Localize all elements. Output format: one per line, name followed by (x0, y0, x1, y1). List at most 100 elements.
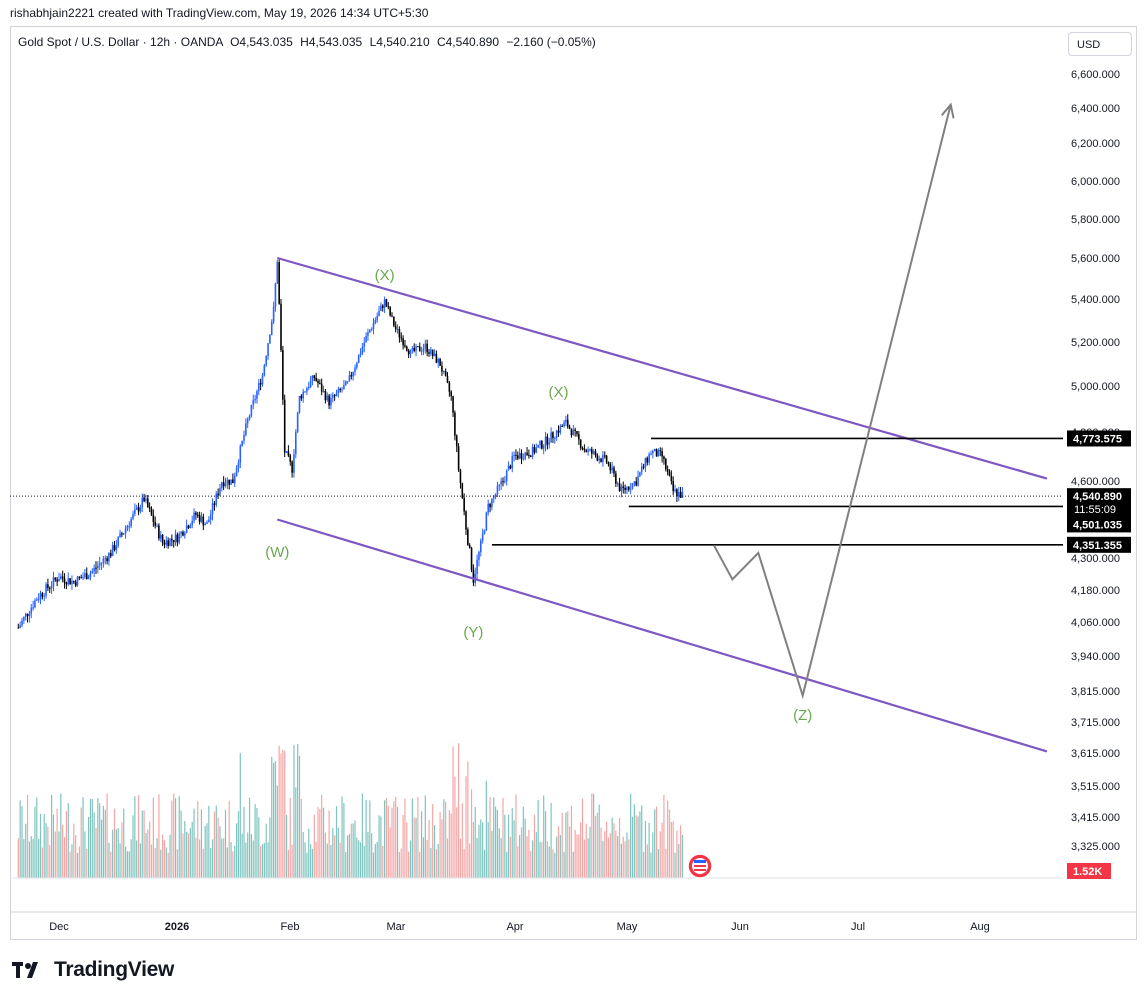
candle-body (339, 388, 341, 390)
low-value: L4,540.210 (369, 35, 430, 49)
volume-bar (643, 851, 645, 878)
candle-body (169, 538, 171, 546)
volume-bar (206, 823, 208, 878)
volume-bar (435, 849, 437, 878)
countdown-text: 11:55:09 (1074, 504, 1116, 516)
candle-body (60, 576, 62, 580)
volume-bar (509, 836, 511, 878)
volume-bar (385, 797, 388, 878)
candle-body (381, 305, 384, 308)
high-value: H4,543.035 (300, 35, 363, 49)
volume-bar (232, 851, 234, 878)
event-icon-stripe (694, 865, 706, 867)
volume-bar (517, 846, 519, 878)
volume-bar (276, 785, 278, 878)
candle-body (622, 486, 625, 488)
candle-body (444, 370, 447, 377)
volume-bar (95, 828, 97, 878)
candle-body (19, 625, 21, 628)
volume-bar (433, 825, 436, 878)
volume-bar (456, 807, 458, 878)
candle-body (319, 383, 321, 385)
volume-bar (663, 794, 665, 878)
candle-body (48, 587, 51, 589)
candle-body (211, 503, 214, 515)
volume-bar (409, 840, 412, 878)
candle-body (143, 497, 145, 502)
volume-bar (554, 852, 556, 878)
candle-body (302, 391, 304, 399)
volume-bar (533, 814, 536, 878)
candle-body (492, 496, 495, 499)
volume-bar (117, 827, 119, 878)
price-axis: 6,600.000 6,400.000 6,200.000 6,000.000 5,80… (1067, 69, 1131, 879)
volume-bar (395, 796, 397, 878)
candle-body (679, 492, 682, 498)
volume-bar (495, 806, 497, 878)
volume-bar (62, 824, 64, 878)
volume-bar (285, 814, 288, 878)
candle-body (58, 579, 60, 582)
candle-body (106, 558, 108, 562)
wave-label: (W) (265, 544, 289, 561)
price-tick-label: 3,715.000 (1071, 717, 1120, 729)
volume-bar (672, 821, 674, 878)
candle-body (54, 577, 57, 580)
volume-bar (467, 761, 469, 878)
candle-body (180, 531, 182, 534)
level-price-badge-text: 4,501.035 (1073, 519, 1122, 531)
candle-body (424, 343, 427, 349)
candle-body (237, 462, 240, 469)
volume-bar (600, 827, 602, 878)
candle-body (104, 558, 107, 560)
candle-body (69, 578, 71, 585)
channel-upper-line (276, 256, 1048, 480)
volume-bar (313, 814, 315, 878)
volume-bar (321, 794, 323, 878)
currency-button[interactable]: USD (1068, 32, 1132, 56)
volume-bar (519, 834, 521, 878)
tradingview-footer: TradingView (12, 958, 174, 982)
volume-bar (208, 805, 210, 878)
candle-body (468, 544, 471, 549)
candle-body (505, 470, 508, 481)
time-tick-label: Apr (506, 921, 523, 933)
volume-bar (615, 830, 617, 878)
volume-bar (204, 825, 206, 878)
candle-body (454, 412, 456, 436)
candle-body (276, 262, 279, 284)
candle-body (306, 388, 308, 392)
candle-body (184, 532, 186, 536)
volume-bar (39, 813, 42, 878)
volume-bar (193, 808, 195, 878)
volume-bar (93, 812, 95, 878)
volume-bar (487, 822, 489, 878)
candle-body (158, 525, 160, 539)
economic-event-icon[interactable] (687, 853, 713, 879)
candle-body (526, 452, 528, 455)
volume-bar (472, 822, 474, 878)
volume-bar (365, 799, 367, 878)
candle-body (430, 349, 432, 354)
volume-bar (657, 849, 659, 878)
candle-body (391, 315, 393, 317)
volume-bar (382, 846, 384, 878)
candle-body (518, 453, 521, 459)
volume-bar (550, 802, 552, 878)
volume-bar (26, 794, 29, 878)
candle-body (176, 534, 179, 543)
volume-bar (535, 832, 537, 878)
volume-bar (356, 837, 358, 878)
candle-body (341, 389, 343, 391)
candle-body (596, 455, 599, 461)
price-tick-label: 3,515.000 (1071, 781, 1120, 793)
candle-body (235, 468, 238, 477)
volume-bar (106, 793, 108, 878)
volume-bar (421, 811, 423, 878)
candle-body (241, 440, 243, 446)
candle-body (572, 429, 575, 436)
volume-bar (184, 821, 186, 878)
volume-bar (271, 756, 273, 878)
volume-bar (593, 793, 595, 878)
